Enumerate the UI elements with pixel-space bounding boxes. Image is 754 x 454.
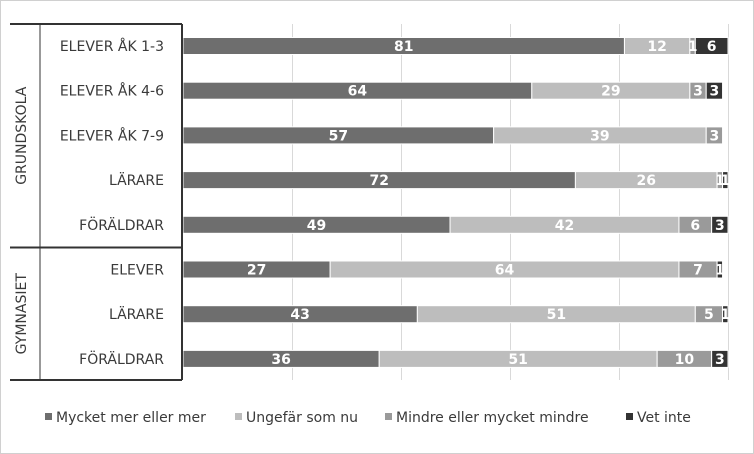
data-label: 3 (710, 128, 720, 144)
data-label: 1 (715, 263, 725, 279)
category-table: ELEVER ÅK 1-3 ELEVER ÅK 4-6 ELEVER ÅK 7-9 L… (10, 23, 183, 381)
bar-segment (716, 260, 724, 279)
data-label: 6 (690, 218, 700, 234)
bars (182, 37, 729, 368)
data-label: 1 (688, 39, 698, 55)
data-label: 26 (637, 173, 656, 189)
bar-segment (722, 305, 729, 324)
data-label: 39 (590, 128, 609, 144)
data-label: 12 (647, 39, 666, 55)
data-label: 64 (348, 84, 368, 100)
legend: Mycket mer eller mer Ungefär som nu Mindre… (45, 410, 691, 426)
bar-segment (711, 349, 729, 368)
data-label: 3 (710, 84, 720, 100)
category-label: ELEVER (110, 263, 164, 279)
data-label: 64 (495, 263, 515, 279)
category-label: ELEVER ÅK 1-3 (60, 38, 164, 55)
bar-segment (705, 126, 724, 145)
data-label: 27 (247, 263, 266, 279)
data-label: 51 (547, 307, 566, 323)
data-label: 43 (290, 307, 309, 323)
legend-swatch (626, 413, 633, 420)
data-label: 6 (707, 39, 717, 55)
legend-label: Vet inte (637, 410, 691, 426)
group-label: GRUNDSKOLA (14, 86, 30, 185)
data-label: 42 (555, 218, 574, 234)
group-label: GYMNASIET (14, 273, 30, 355)
category-label: FÖRÄLDRAR (79, 350, 164, 368)
bar-segment (722, 171, 729, 190)
category-label: FÖRÄLDRAR (79, 216, 164, 234)
legend-label: Mindre eller mycket mindre (396, 410, 589, 426)
data-label: 81 (394, 39, 413, 55)
category-label: LÄRARE (109, 171, 164, 189)
data-label: 7 (693, 263, 703, 279)
bar-segment (705, 81, 724, 100)
data-label: 1 (720, 307, 730, 323)
data-label: 51 (508, 352, 527, 368)
data-label: 29 (601, 84, 620, 100)
data-label: 5 (704, 307, 714, 323)
data-label: 3 (715, 218, 725, 234)
data-label: 3 (693, 84, 703, 100)
data-label: 57 (329, 128, 348, 144)
bar-segment (711, 215, 729, 234)
legend-label: Mycket mer eller mer (56, 410, 206, 426)
bar-segment (694, 37, 729, 55)
data-label: 3 (715, 352, 725, 368)
data-label: 36 (271, 352, 290, 368)
data-label: 10 (675, 352, 695, 368)
legend-swatch (235, 413, 242, 420)
data-label: 1 (715, 173, 725, 189)
category-label: ELEVER ÅK 4-6 (60, 83, 164, 100)
legend-swatch (45, 413, 52, 420)
legend-label: Ungefär som nu (246, 410, 358, 426)
data-label: 1 (720, 173, 730, 189)
data-label: 49 (307, 218, 326, 234)
category-label: LÄRARE (109, 305, 164, 323)
category-label: ELEVER ÅK 7-9 (60, 127, 164, 144)
legend-swatch (385, 413, 392, 420)
data-label: 72 (369, 173, 388, 189)
